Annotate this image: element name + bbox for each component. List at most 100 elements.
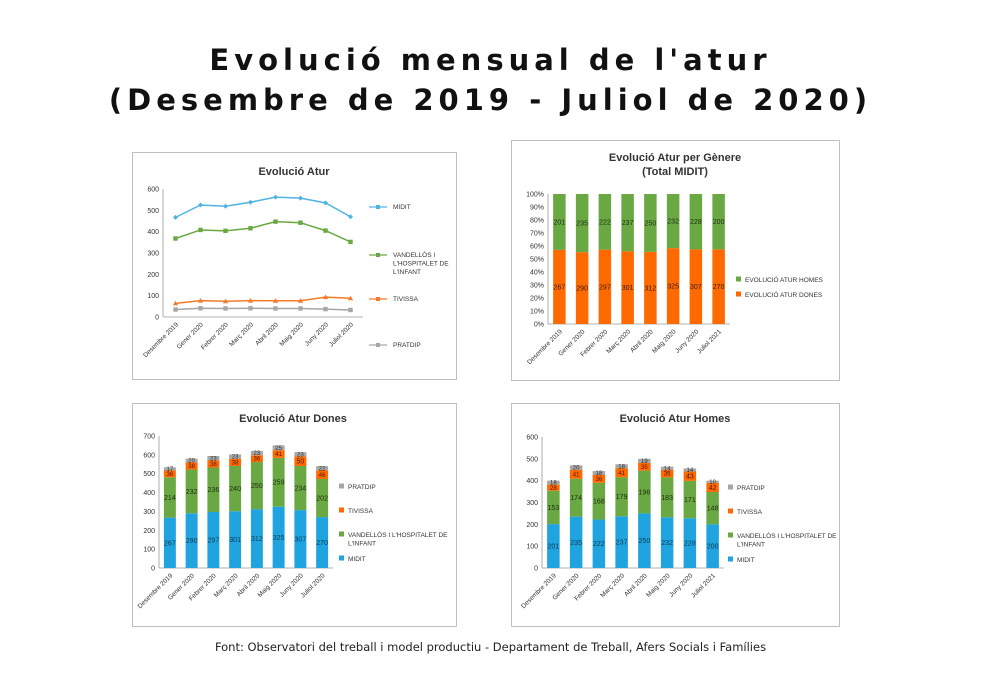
y-tick-label: 80% — [530, 218, 544, 225]
bar-segment — [553, 194, 566, 250]
chart-title: Evolució Atur per Gènere — [609, 152, 741, 164]
bar-segment — [316, 470, 329, 479]
bar-segment — [547, 490, 560, 525]
bar-segment — [638, 462, 651, 471]
y-tick-label: 500 — [147, 208, 159, 215]
legend-swatch — [728, 556, 733, 562]
legend-swatch — [728, 532, 733, 538]
data-label: 237 — [616, 540, 628, 547]
legend-label: L'HOSPITALET DE — [393, 261, 449, 268]
bar-segment — [638, 513, 651, 568]
line-chart-atur: Evolució Atur 0 100 200 300 400 500 600 Desembre… — [142, 166, 449, 359]
legend-label: MIDIT — [737, 557, 755, 564]
legend-label: VANDELLÒS I — [393, 250, 435, 259]
bar-segment — [575, 252, 589, 324]
data-label: 201 — [554, 219, 566, 226]
data-point — [248, 226, 253, 231]
y-tick-label: 30% — [530, 283, 544, 290]
data-point — [172, 300, 179, 306]
y-tick-label: 500 — [526, 456, 538, 463]
data-label: 228 — [684, 541, 696, 548]
chart-title: Evolució Atur Dones — [239, 413, 347, 425]
data-label: 14 — [664, 466, 671, 472]
data-label: 270 — [316, 540, 328, 547]
legend-label: VANDELLÒS I L'HOSPITALET DE — [737, 531, 837, 540]
y-tick-label: 200 — [526, 522, 538, 529]
bar-segment — [706, 524, 719, 568]
data-label: 41 — [618, 471, 625, 477]
data-point — [272, 298, 279, 303]
series-line — [175, 296, 351, 305]
bar-segment — [706, 492, 719, 525]
data-label: 179 — [616, 494, 628, 501]
data-point — [323, 306, 328, 312]
x-tick-label: Juliol 2021 — [690, 572, 717, 599]
data-label: 202 — [316, 495, 328, 502]
bar-segment — [553, 249, 566, 324]
data-label: 42 — [709, 485, 717, 492]
y-tick-label: 400 — [143, 490, 155, 497]
x-tick-label: Desembre 2019 — [526, 328, 564, 366]
data-point — [297, 298, 304, 303]
data-label: 270 — [713, 284, 725, 291]
bar-segment — [592, 519, 606, 568]
y-tick-label: 10% — [530, 309, 544, 316]
data-label: 240 — [229, 486, 241, 493]
page-title: Evolució mensual de l'atur (Desembre de … — [0, 40, 981, 120]
data-label: 19 — [641, 459, 648, 465]
y-tick-label: 600 — [147, 187, 159, 194]
bar-segment — [185, 458, 198, 463]
legend-label: L'INFANT — [737, 542, 765, 549]
data-label: 148 — [707, 506, 719, 513]
x-tick-label: Juliol 2021 — [696, 328, 723, 355]
bar-segment — [598, 249, 612, 324]
data-label: 183 — [661, 495, 673, 502]
data-label: 18 — [596, 471, 603, 477]
x-tick-label: Desembre 2019 — [142, 321, 180, 359]
data-label: 234 — [295, 485, 307, 492]
data-point — [198, 202, 203, 208]
x-tick-label: Maig 2020 — [278, 321, 305, 348]
legend-label: L'INFANT — [393, 269, 421, 276]
legend-label: TIVISSA — [393, 296, 419, 303]
data-label: 171 — [684, 497, 696, 504]
legend-swatch — [339, 483, 344, 489]
data-label: 38 — [232, 461, 239, 467]
legend-swatch — [736, 276, 741, 282]
legend-label: PRATDIP — [737, 485, 765, 492]
bar-segment — [163, 477, 176, 518]
data-label: 35 — [641, 465, 648, 471]
bar-segment — [598, 194, 612, 250]
stacked-chart-dones: Evolució Atur Dones 0 100 200 300 400 500 600 70… — [137, 413, 449, 610]
stacked-percent-chart-genere: Evolució Atur per Gènere (Total MIDIT) 0% 1… — [526, 152, 823, 366]
bar-segment — [660, 469, 674, 478]
y-tick-label: 0 — [155, 315, 159, 322]
data-label: 290 — [576, 286, 588, 293]
y-tick-label: 300 — [147, 251, 159, 258]
bar-segment — [272, 457, 285, 507]
y-tick-label: 100 — [147, 293, 159, 300]
bar-segment — [644, 251, 657, 324]
y-tick-label: 0 — [151, 566, 155, 573]
chart-title: Evolució Atur Homes — [620, 413, 731, 425]
y-tick-label: 100% — [526, 192, 544, 199]
data-label: 297 — [599, 284, 611, 291]
bar-segment — [207, 460, 220, 468]
y-tick-label: 400 — [147, 229, 159, 236]
chart-title: (Total MIDIT) — [642, 166, 708, 178]
data-point — [298, 306, 303, 311]
data-point — [273, 306, 278, 311]
bar-segment — [683, 518, 697, 568]
data-label: 35 — [664, 472, 671, 478]
data-label: 20 — [188, 459, 195, 465]
bar-segment — [569, 516, 583, 568]
data-label: 18 — [550, 481, 557, 487]
data-label: 18 — [618, 464, 625, 470]
data-label: 232 — [661, 540, 673, 547]
data-point — [173, 236, 178, 241]
data-point — [323, 228, 328, 233]
bar-segment — [250, 455, 263, 463]
bar-segment — [163, 517, 176, 568]
data-label: 222 — [599, 219, 611, 226]
bar-segment — [569, 469, 583, 479]
